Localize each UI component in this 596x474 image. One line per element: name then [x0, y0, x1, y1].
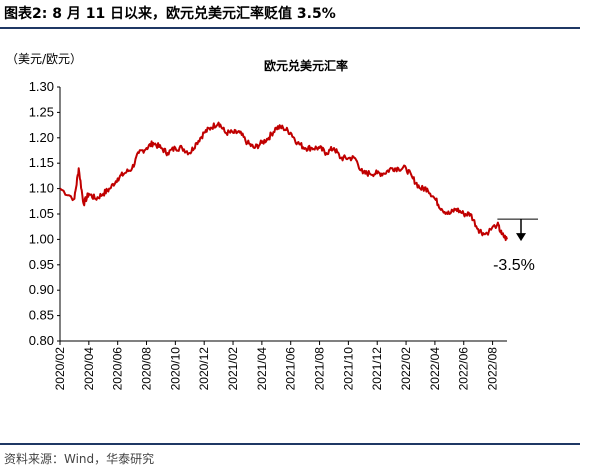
y-tick-label: 0.85 [29, 308, 54, 323]
x-tick-label: 2022/04 [428, 347, 442, 391]
figure-title: 图表2: 8 月 11 日以来，欧元兑美元汇率贬值 3.5% [4, 6, 336, 22]
y-tick-label: 1.30 [29, 79, 54, 94]
x-tick-label: 2022/08 [486, 347, 500, 391]
x-tick-label: 2020/10 [168, 347, 182, 391]
depreciation-annotation: -3.5% [493, 218, 538, 274]
x-tick-label: 2020/06 [111, 347, 125, 391]
x-tick-label: 2021/02 [226, 347, 240, 391]
x-tick-label: 2021/12 [370, 347, 384, 391]
x-tick-label: 2021/04 [255, 347, 269, 391]
bottom-rule [0, 443, 580, 445]
annotation-arrowhead [516, 233, 526, 242]
x-tick-label: 2020/12 [197, 347, 211, 391]
eurusd-line [59, 121, 508, 242]
y-tick-label: 1.20 [29, 130, 54, 145]
x-tick-label: 2021/06 [284, 347, 298, 391]
chart-title: 欧元兑美元汇率 [264, 58, 348, 73]
y-tick-label: 1.10 [29, 181, 54, 196]
chart: （美元/欧元） 欧元兑美元汇率 0.80 0.85 0.90 0.95 1.00 1.05… [6, 52, 538, 390]
y-tick-label: 0.95 [29, 257, 54, 272]
unit-label: （美元/欧元） [6, 52, 82, 66]
y-axis: 0.80 0.85 0.90 0.95 1.00 1.05 1.10 1.15 1.20 1.25… [29, 79, 60, 348]
x-tick-label: 2022/02 [399, 347, 413, 391]
annotation-label: -3.5% [493, 257, 535, 274]
x-axis: 2020/02 2020/04 2020/06 2020/08 2020/10 2020/… [53, 341, 500, 390]
source-note: 资料来源：Wind，华泰研究 [4, 452, 155, 466]
x-tick-label: 2021/08 [313, 347, 327, 391]
title-rule [0, 27, 580, 29]
y-tick-label: 0.80 [29, 333, 54, 348]
x-tick-label: 2020/04 [82, 347, 96, 391]
y-tick-label: 1.25 [29, 104, 54, 119]
y-tick-label: 1.15 [29, 155, 54, 170]
y-tick-label: 1.05 [29, 206, 54, 221]
x-tick-label: 2022/06 [457, 347, 471, 391]
x-tick-label: 2020/08 [140, 347, 154, 391]
y-tick-label: 1.00 [29, 231, 54, 246]
y-tick-label: 0.90 [29, 282, 54, 297]
x-tick-label: 2021/10 [341, 347, 355, 391]
x-tick-label: 2020/02 [53, 347, 67, 391]
